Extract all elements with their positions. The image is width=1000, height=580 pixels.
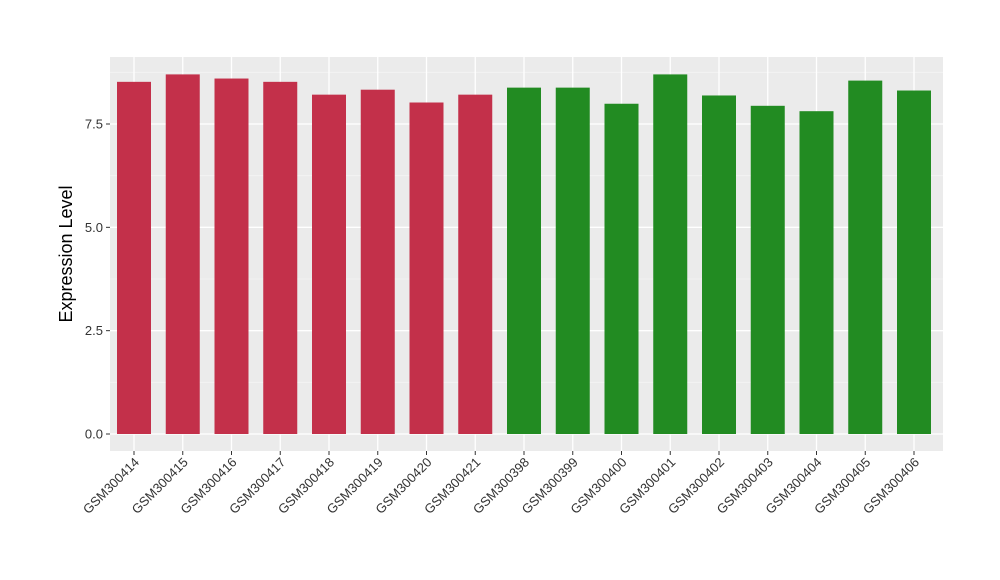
y-axis-title: Expression Level bbox=[56, 185, 76, 322]
y-axis-ticks: 0.0 2.5 5.0 7.5 bbox=[85, 117, 110, 442]
bar-GSM300418 bbox=[312, 94, 346, 435]
y-tick-label: 5.0 bbox=[85, 220, 103, 235]
bar-GSM300406 bbox=[897, 90, 931, 435]
y-tick-label: 0.0 bbox=[85, 427, 103, 442]
bar-GSM300421 bbox=[458, 94, 493, 435]
y-tick-label: 7.5 bbox=[85, 117, 103, 132]
bar-GSM300415 bbox=[165, 74, 200, 435]
bar-GSM300420 bbox=[409, 102, 444, 435]
bars bbox=[117, 74, 931, 435]
bar-GSM300404 bbox=[799, 111, 834, 434]
bar-GSM300402 bbox=[702, 95, 736, 434]
bar-GSM300405 bbox=[848, 80, 883, 434]
bar-GSM300414 bbox=[117, 81, 151, 434]
bar-GSM300403 bbox=[750, 105, 785, 435]
bar-GSM300399 bbox=[555, 87, 590, 435]
bar-GSM300400 bbox=[604, 103, 639, 434]
y-tick-label: 2.5 bbox=[85, 323, 103, 338]
x-axis-ticks: GSM300414GSM300415GSM300416GSM300417GSM3… bbox=[80, 451, 922, 517]
bar-GSM300416 bbox=[214, 78, 249, 435]
bar-GSM300401 bbox=[653, 74, 688, 435]
bar-GSM300419 bbox=[360, 89, 395, 435]
bar-GSM300398 bbox=[507, 87, 541, 435]
bar-GSM300417 bbox=[263, 81, 298, 434]
